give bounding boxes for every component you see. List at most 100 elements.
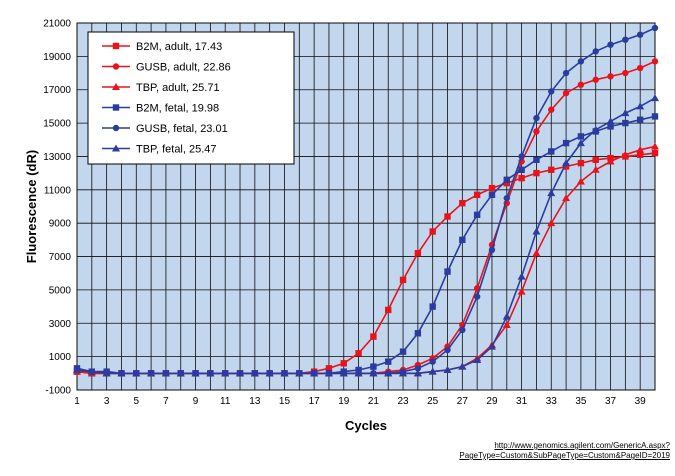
data-point [488,246,496,254]
y-tick-label: 19000 [43,52,71,63]
legend-item: B2M, fetal, 19.98 [102,103,219,115]
data-point [503,179,510,187]
data-point [473,355,482,363]
data-point [547,189,556,197]
data-point [622,36,629,43]
amplification-chart: -1000 1000 3000 5000 7000 9000 11000 13000 15000… [24,19,659,433]
data-point [548,88,555,95]
data-point [576,139,585,147]
data-point [532,227,541,235]
data-point [591,125,600,133]
source-url[interactable]: http://www.genomics.agilent.com/GenericA… [448,441,670,461]
data-point [102,369,111,377]
x-tick-label: 11 [220,396,231,407]
data-point [458,362,467,370]
legend-label: GUSB, adult, 22.86 [136,62,231,74]
data-point [370,363,377,370]
data-point [533,156,540,163]
data-point [547,219,556,227]
x-tick-label: 37 [605,396,617,407]
data-point [607,123,614,130]
data-point [577,159,585,167]
data-point [280,369,289,377]
data-point [591,165,600,173]
data-point [607,73,614,80]
data-point [562,194,571,202]
y-tick-label: 5000 [49,285,72,296]
data-point [295,369,304,377]
data-point [385,306,392,314]
data-point [651,58,659,65]
data-point [459,199,466,207]
legend: B2M, adult, 17.43 GUSB, adult, 22.86 TBP, … [87,31,295,165]
data-point [221,369,230,377]
data-point [636,102,645,110]
data-point [548,166,555,173]
x-tick-label: 7 [163,396,169,407]
x-tick-label: 19 [338,396,350,407]
data-point [651,142,659,150]
x-tick-label: 13 [249,396,261,407]
data-point [518,153,525,160]
x-axis-title: Cycles [345,418,387,433]
data-point [413,369,422,377]
data-point [429,228,436,235]
source-url-line-2[interactable]: PageType=Custom&SubPageType=Custom&PageI… [459,451,670,460]
x-axis-ticks: 1 3 5 7 9 11 13 15 17 19 21 23 25 27 29 31 33 35 37 39 [74,396,646,407]
x-tick-label: 17 [309,396,321,407]
data-point [339,369,348,377]
y-tick-label: 11000 [44,185,72,196]
legend-item: B2M, adult, 17.43 [102,41,222,53]
data-point [324,369,333,377]
data-point [399,348,407,355]
data-point [622,119,629,127]
legend-swatch-marker [112,83,120,90]
data-point [562,69,570,77]
data-point [147,369,156,377]
x-tick-label: 1 [74,396,80,407]
data-point [636,116,644,123]
data-point [414,330,422,337]
data-point [577,58,585,65]
y-axis-title: Fluorescence (dR) [24,150,39,263]
data-point [428,367,437,375]
data-point [459,236,466,244]
data-point [414,250,422,257]
data-point [651,94,659,102]
data-point [250,369,259,377]
y-axis-ticks: -1000 1000 3000 5000 7000 9000 11000 13000 15000… [43,19,71,397]
legend-label: GUSB, fetal, 23.01 [136,123,228,135]
data-point [636,64,644,72]
legend-label: TBP, adult, 25.71 [136,82,220,94]
data-point [518,166,525,173]
data-point [562,139,570,147]
legend-swatch-marker [112,124,120,132]
x-tick-label: 15 [279,396,291,407]
data-point [87,367,96,375]
data-point [517,287,526,295]
data-point [399,276,407,284]
data-point [651,149,659,157]
y-tick-label: 3000 [49,319,72,330]
legend-item: TBP, fetal, 25.47 [102,144,217,156]
x-tick-label: 9 [193,396,199,407]
data-point [651,113,659,120]
source-url-line-1[interactable]: http://www.genomics.agilent.com/GenericA… [494,441,670,450]
y-tick-label: -1000 [45,386,71,397]
y-tick-label: 1000 [49,352,72,363]
data-point [533,114,540,122]
data-point [354,369,363,377]
data-point [369,369,378,377]
data-point [399,369,408,377]
data-point [592,156,599,163]
data-point [385,358,392,365]
data-point [517,272,526,280]
data-point [488,184,496,192]
data-point [606,157,615,165]
data-point [443,365,452,373]
x-tick-label: 27 [457,396,469,407]
y-tick-label: 17000 [43,85,71,96]
data-point [562,163,570,170]
data-point [473,211,481,219]
legend-swatch-marker [112,63,120,70]
